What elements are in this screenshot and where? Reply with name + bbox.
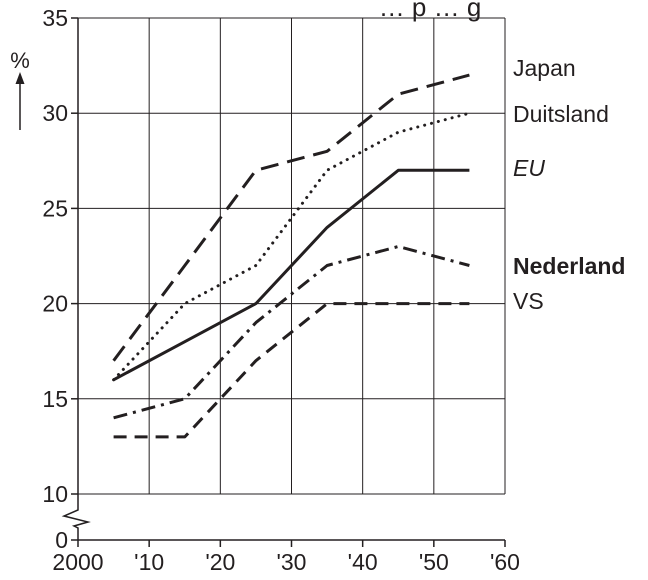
x-tick-label: 2000 bbox=[52, 549, 103, 575]
series-line-japan bbox=[112, 73, 470, 362]
x-tick-label: '30 bbox=[277, 549, 307, 575]
series-line-nederland bbox=[113, 245, 470, 420]
series-label-eu: EU bbox=[513, 155, 545, 181]
series-line-eu bbox=[112, 168, 470, 382]
grid bbox=[77, 17, 506, 495]
y-tick-label: 0 bbox=[55, 527, 68, 553]
y-axis-unit: % bbox=[10, 48, 30, 130]
y-axis-break bbox=[61, 18, 91, 540]
series-lines bbox=[112, 73, 471, 439]
series-line-vs bbox=[113, 302, 470, 439]
y-tick-label: 30 bbox=[42, 100, 68, 126]
axes bbox=[61, 18, 505, 541]
y-tick-label: 15 bbox=[42, 386, 68, 412]
series-line-duitsland bbox=[112, 111, 471, 382]
series-label-japan: Japan bbox=[513, 55, 576, 81]
series-label-duitsland: Duitsland bbox=[513, 101, 609, 127]
chart-title: … p … g bbox=[379, 0, 482, 22]
y-axis-ticks: 0 10 15 20 25 30 35 bbox=[42, 5, 78, 553]
y-tick-label: 25 bbox=[42, 195, 68, 221]
x-tick-label: '10 bbox=[134, 549, 164, 575]
up-arrow-head-icon bbox=[15, 72, 25, 84]
x-tick-label: '20 bbox=[205, 549, 235, 575]
y-tick-label: 10 bbox=[42, 481, 68, 507]
series-labels: Japan Duitsland EU Nederland VS bbox=[513, 55, 625, 314]
series-label-nederland: Nederland bbox=[513, 253, 625, 279]
x-axis-ticks: 2000 '10 '20 '30 '40 '50 '60 bbox=[52, 540, 520, 575]
x-tick-label: '40 bbox=[348, 549, 378, 575]
y-tick-label: 35 bbox=[42, 5, 68, 31]
y-axis-label: % bbox=[10, 48, 30, 73]
x-tick-label: '60 bbox=[490, 549, 520, 575]
y-tick-label: 20 bbox=[42, 291, 68, 317]
x-tick-label: '50 bbox=[419, 549, 449, 575]
series-label-vs: VS bbox=[513, 288, 544, 314]
